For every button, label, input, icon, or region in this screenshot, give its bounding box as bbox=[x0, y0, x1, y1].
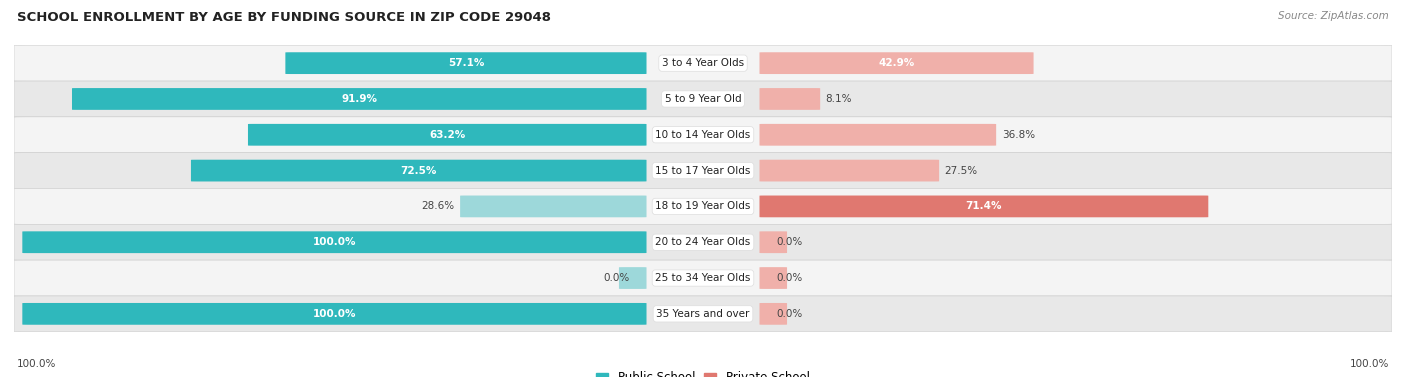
Legend: Public School, Private School: Public School, Private School bbox=[592, 366, 814, 377]
Text: 71.4%: 71.4% bbox=[966, 201, 1002, 211]
FancyBboxPatch shape bbox=[14, 296, 1392, 332]
Text: 0.0%: 0.0% bbox=[776, 237, 803, 247]
FancyBboxPatch shape bbox=[14, 188, 1392, 224]
Text: 0.0%: 0.0% bbox=[776, 273, 803, 283]
Text: 0.0%: 0.0% bbox=[776, 309, 803, 319]
Text: Source: ZipAtlas.com: Source: ZipAtlas.com bbox=[1278, 11, 1389, 21]
Text: 63.2%: 63.2% bbox=[429, 130, 465, 140]
FancyBboxPatch shape bbox=[14, 117, 1392, 153]
Text: 3 to 4 Year Olds: 3 to 4 Year Olds bbox=[662, 58, 744, 68]
Text: 42.9%: 42.9% bbox=[879, 58, 915, 68]
FancyBboxPatch shape bbox=[191, 160, 647, 181]
Text: SCHOOL ENROLLMENT BY AGE BY FUNDING SOURCE IN ZIP CODE 29048: SCHOOL ENROLLMENT BY AGE BY FUNDING SOUR… bbox=[17, 11, 551, 24]
Text: 57.1%: 57.1% bbox=[447, 58, 484, 68]
FancyBboxPatch shape bbox=[22, 231, 647, 253]
FancyBboxPatch shape bbox=[247, 124, 647, 146]
Text: 100.0%: 100.0% bbox=[312, 309, 356, 319]
FancyBboxPatch shape bbox=[22, 303, 647, 325]
Text: 27.5%: 27.5% bbox=[945, 166, 977, 176]
Text: 0.0%: 0.0% bbox=[603, 273, 630, 283]
Text: 100.0%: 100.0% bbox=[312, 237, 356, 247]
FancyBboxPatch shape bbox=[759, 160, 939, 181]
FancyBboxPatch shape bbox=[14, 81, 1392, 117]
Text: 8.1%: 8.1% bbox=[825, 94, 852, 104]
Text: 72.5%: 72.5% bbox=[401, 166, 437, 176]
Text: 15 to 17 Year Olds: 15 to 17 Year Olds bbox=[655, 166, 751, 176]
FancyBboxPatch shape bbox=[759, 52, 1033, 74]
Text: 20 to 24 Year Olds: 20 to 24 Year Olds bbox=[655, 237, 751, 247]
Text: 28.6%: 28.6% bbox=[422, 201, 454, 211]
Text: 10 to 14 Year Olds: 10 to 14 Year Olds bbox=[655, 130, 751, 140]
FancyBboxPatch shape bbox=[759, 88, 820, 110]
FancyBboxPatch shape bbox=[759, 303, 787, 325]
FancyBboxPatch shape bbox=[285, 52, 647, 74]
Text: 36.8%: 36.8% bbox=[1001, 130, 1035, 140]
Text: 18 to 19 Year Olds: 18 to 19 Year Olds bbox=[655, 201, 751, 211]
FancyBboxPatch shape bbox=[14, 224, 1392, 260]
Text: 35 Years and over: 35 Years and over bbox=[657, 309, 749, 319]
Text: 100.0%: 100.0% bbox=[17, 359, 56, 369]
Text: 91.9%: 91.9% bbox=[342, 94, 377, 104]
FancyBboxPatch shape bbox=[759, 124, 997, 146]
FancyBboxPatch shape bbox=[619, 267, 647, 289]
Text: 5 to 9 Year Old: 5 to 9 Year Old bbox=[665, 94, 741, 104]
Text: 25 to 34 Year Olds: 25 to 34 Year Olds bbox=[655, 273, 751, 283]
FancyBboxPatch shape bbox=[14, 260, 1392, 296]
FancyBboxPatch shape bbox=[14, 153, 1392, 188]
FancyBboxPatch shape bbox=[759, 267, 787, 289]
FancyBboxPatch shape bbox=[759, 231, 787, 253]
FancyBboxPatch shape bbox=[460, 196, 647, 217]
FancyBboxPatch shape bbox=[14, 45, 1392, 81]
FancyBboxPatch shape bbox=[759, 196, 1208, 217]
FancyBboxPatch shape bbox=[72, 88, 647, 110]
Text: 100.0%: 100.0% bbox=[1350, 359, 1389, 369]
